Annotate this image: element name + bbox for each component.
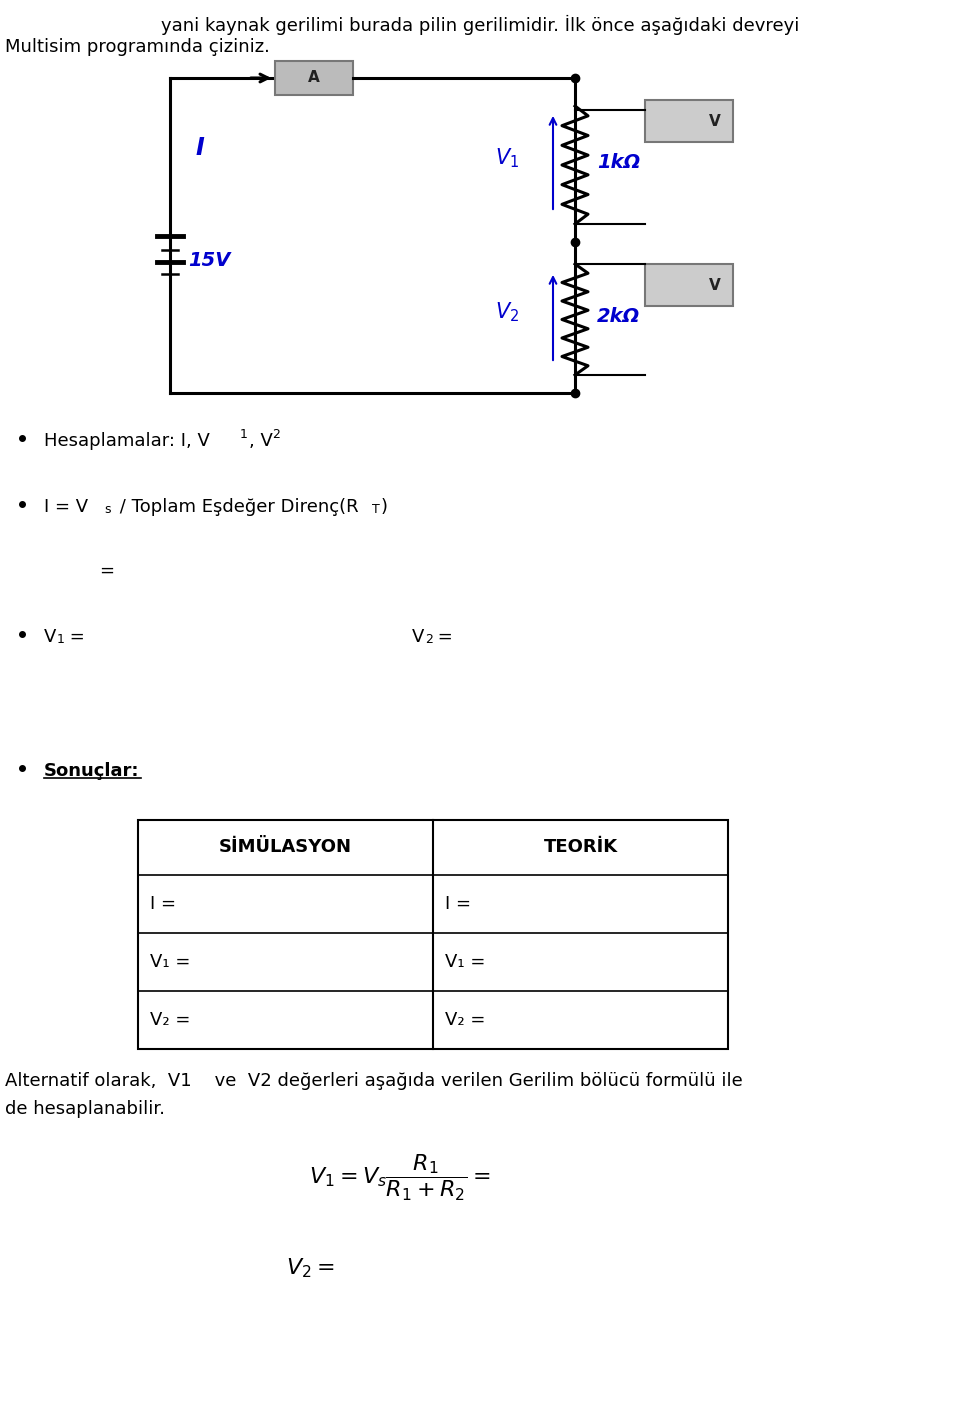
Text: $V_2 =$: $V_2 =$ xyxy=(286,1256,334,1280)
Text: 1: 1 xyxy=(240,428,248,441)
Text: Alternatif olarak,  V1    ve  V2 değerleri aşağıda verilen Gerilim bölücü formül: Alternatif olarak, V1 ve V2 değerleri aş… xyxy=(5,1072,743,1090)
Text: yani kaynak gerilimi burada pilin gerilimidir. İlk önce aşağıdaki devreyi: yani kaynak gerilimi burada pilin gerili… xyxy=(161,16,799,35)
Text: V: V xyxy=(709,278,721,292)
Text: 1: 1 xyxy=(57,632,65,647)
Text: =: = xyxy=(64,628,84,647)
Text: V: V xyxy=(709,113,721,129)
Text: $V_1$: $V_1$ xyxy=(495,146,519,170)
Text: Multisim programında çiziniz.: Multisim programında çiziniz. xyxy=(5,38,270,55)
Text: SİMÜLASYON: SİMÜLASYON xyxy=(219,838,352,856)
Text: Hesaplamalar: I, V: Hesaplamalar: I, V xyxy=(44,432,210,450)
Text: 1kΩ: 1kΩ xyxy=(597,153,640,172)
Text: =: = xyxy=(432,628,453,647)
Text: V: V xyxy=(412,628,424,647)
Text: I = V: I = V xyxy=(44,498,88,516)
Text: 2: 2 xyxy=(272,428,280,441)
Text: =: = xyxy=(99,562,114,580)
Text: 15V: 15V xyxy=(188,251,230,269)
Text: V₂ =: V₂ = xyxy=(445,1011,486,1029)
Text: Sonuçlar:: Sonuçlar: xyxy=(44,761,139,780)
Text: / Toplam Eşdeğer Direnç(R: / Toplam Eşdeğer Direnç(R xyxy=(114,498,359,516)
Text: $V_2$: $V_2$ xyxy=(495,301,519,323)
Text: , V: , V xyxy=(249,432,273,450)
Text: V₂ =: V₂ = xyxy=(150,1011,190,1029)
Text: I: I xyxy=(195,136,204,160)
Text: V₁ =: V₁ = xyxy=(150,953,190,971)
Text: $V_1 = V_s \dfrac{R_1}{R_1 + R_2} =$: $V_1 = V_s \dfrac{R_1}{R_1 + R_2} =$ xyxy=(309,1153,491,1202)
Text: I =: I = xyxy=(445,895,471,913)
Bar xyxy=(275,61,353,95)
Text: ): ) xyxy=(381,498,388,516)
Bar xyxy=(645,264,733,306)
Text: V: V xyxy=(44,628,57,647)
Text: 2: 2 xyxy=(425,632,433,647)
Text: V₁ =: V₁ = xyxy=(445,953,486,971)
Bar xyxy=(645,101,733,142)
Text: de hesaplanabilir.: de hesaplanabilir. xyxy=(5,1100,165,1117)
Text: TEORİK: TEORİK xyxy=(543,838,617,856)
Text: I =: I = xyxy=(150,895,176,913)
Text: 2kΩ: 2kΩ xyxy=(597,308,640,326)
Text: A: A xyxy=(308,71,320,85)
Bar xyxy=(138,820,728,1049)
Text: T: T xyxy=(372,503,380,516)
Text: s: s xyxy=(104,503,110,516)
